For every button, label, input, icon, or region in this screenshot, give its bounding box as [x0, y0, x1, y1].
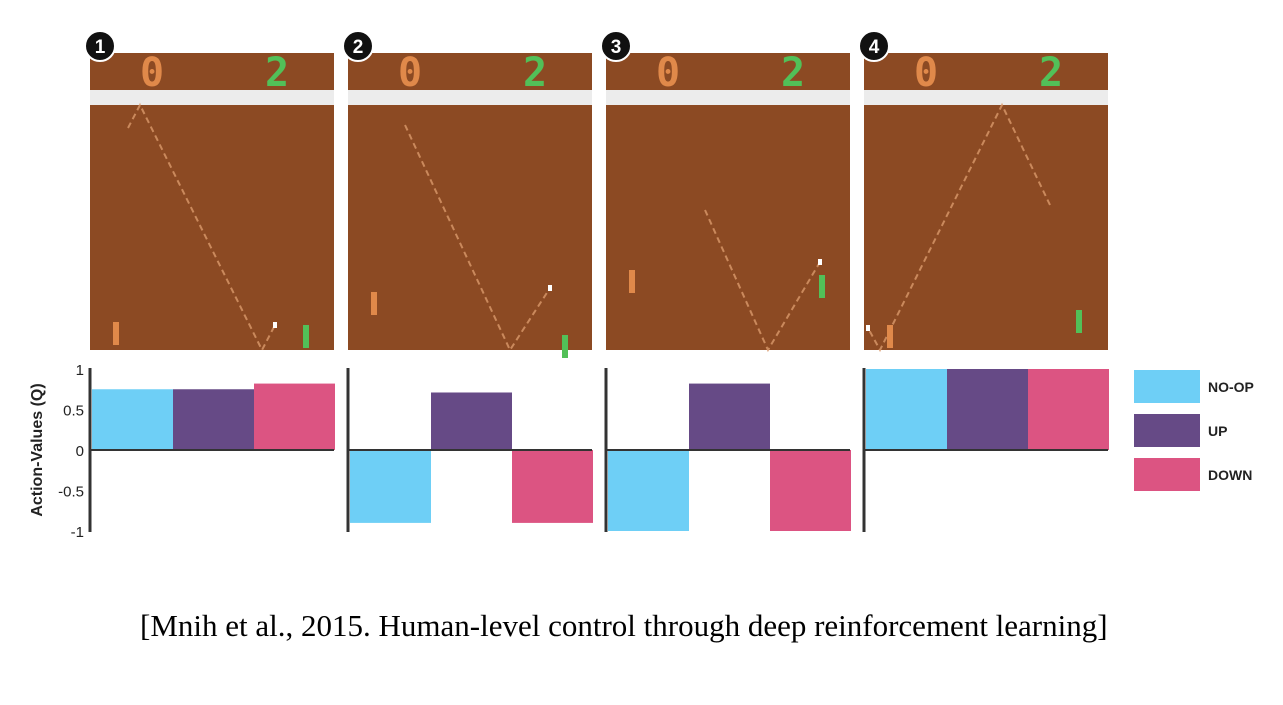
bar-no-op-2: [350, 450, 431, 523]
right-score: 2: [781, 50, 805, 96]
score-bar: [864, 53, 1108, 90]
ball-trajectory: [867, 102, 1051, 353]
game-frame-3: 0 2 3: [600, 30, 850, 353]
y-tick-label: -0.5: [58, 484, 84, 501]
playfield: [606, 105, 850, 350]
left-score: 0: [140, 50, 164, 96]
bar-down-2: [512, 450, 593, 523]
score-bar: [606, 53, 850, 90]
playfield: [348, 105, 592, 350]
bar-up-2: [431, 392, 512, 450]
legend-swatch-down: [1134, 458, 1200, 491]
right-score: 2: [523, 50, 547, 96]
score-bar: [90, 53, 334, 90]
left-paddle: [629, 270, 635, 293]
legend-label: UP: [1208, 423, 1227, 439]
citation: [Mnih et al., 2015. Human-level control …: [140, 608, 1108, 643]
y-axis-label: Action-Values (Q): [29, 383, 46, 516]
score-bar: [348, 53, 592, 90]
panel-number: 4: [869, 37, 880, 58]
legend-swatch-no-op: [1134, 370, 1200, 403]
panel-badge: [600, 30, 632, 62]
y-tick-label: -1: [71, 524, 84, 541]
bar-no-op-4: [866, 369, 947, 450]
right-paddle: [1076, 310, 1082, 333]
game-frame-2: 0 2 2: [342, 30, 592, 358]
right-paddle: [562, 335, 568, 358]
right-paddle: [303, 325, 309, 348]
panel-badge: [858, 30, 890, 62]
panel-number: 2: [353, 37, 364, 58]
ball-trajectory: [704, 209, 821, 353]
legend-label: DOWN: [1208, 467, 1252, 483]
legend-label: NO-OP: [1208, 379, 1254, 395]
y-tick-label: 0.5: [63, 403, 84, 420]
bar-up-1: [173, 389, 254, 450]
bar-no-op-1: [92, 389, 173, 450]
game-frame-1: 0 2 1: [84, 30, 334, 353]
legend-swatch-up: [1134, 414, 1200, 447]
bar-no-op-3: [608, 450, 689, 531]
ball: [273, 322, 277, 328]
y-tick-label: 1: [76, 362, 84, 379]
ball-trajectory: [404, 124, 551, 353]
right-score: 2: [265, 50, 289, 96]
left-paddle: [371, 292, 377, 315]
playfield: [90, 105, 334, 350]
left-paddle: [887, 325, 893, 348]
bar-down-3: [770, 450, 851, 531]
left-score: 0: [656, 50, 680, 96]
left-score: 0: [914, 50, 938, 96]
panel-badge: [84, 30, 116, 62]
top-wall: [864, 90, 1108, 105]
ball: [818, 259, 822, 265]
bar-down-1: [254, 383, 335, 450]
panel-number: 1: [95, 37, 106, 58]
ball-trajectory: [127, 102, 276, 353]
game-frame-4: 0 2 4: [858, 30, 1108, 353]
top-wall: [90, 90, 334, 105]
left-paddle: [113, 322, 119, 345]
right-score: 2: [1039, 50, 1063, 96]
left-score: 0: [398, 50, 422, 96]
ball: [548, 285, 552, 291]
right-paddle: [819, 275, 825, 298]
ball: [866, 325, 870, 331]
bar-up-3: [689, 383, 770, 450]
playfield: [864, 105, 1108, 350]
top-wall: [348, 90, 592, 105]
bar-up-4: [947, 369, 1028, 450]
top-wall: [606, 90, 850, 105]
panel-badge: [342, 30, 374, 62]
panel-number: 3: [611, 37, 622, 58]
y-tick-label: 0: [76, 443, 84, 460]
bar-down-4: [1028, 369, 1109, 450]
